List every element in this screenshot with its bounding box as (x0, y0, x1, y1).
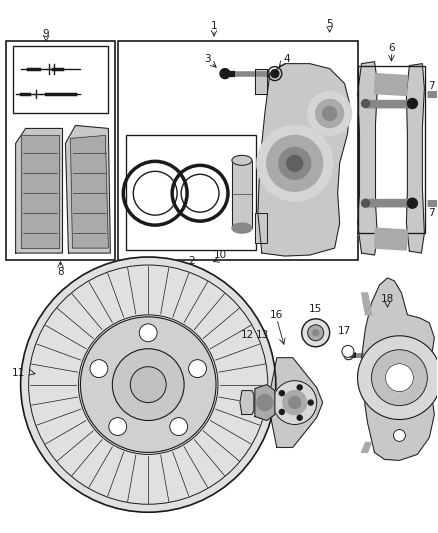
Polygon shape (357, 62, 378, 255)
Circle shape (287, 155, 303, 171)
Circle shape (112, 349, 184, 421)
Text: 7: 7 (427, 208, 434, 218)
Text: 6: 6 (388, 43, 395, 53)
Circle shape (289, 397, 301, 409)
Circle shape (109, 417, 127, 435)
Text: 15: 15 (309, 304, 322, 314)
Circle shape (279, 148, 311, 179)
Circle shape (279, 409, 284, 415)
Bar (13, 46, 108, 114)
Circle shape (297, 415, 302, 420)
Circle shape (279, 391, 284, 395)
Bar (232, 160, 252, 228)
Text: 13: 13 (256, 330, 269, 340)
Text: 16: 16 (270, 310, 283, 320)
Text: 7: 7 (427, 80, 434, 91)
Ellipse shape (232, 155, 252, 165)
Circle shape (267, 135, 323, 191)
Bar (232, 160, 252, 228)
Circle shape (308, 400, 313, 405)
Circle shape (308, 325, 324, 341)
Circle shape (302, 319, 330, 347)
Text: 10: 10 (213, 250, 226, 260)
Circle shape (90, 360, 108, 377)
Text: 17: 17 (338, 326, 351, 336)
Circle shape (170, 417, 187, 435)
Bar (118, 41, 357, 260)
Bar (6, 41, 115, 260)
Polygon shape (406, 63, 424, 253)
Polygon shape (255, 385, 275, 421)
Bar (255, 213, 267, 243)
Circle shape (188, 360, 206, 377)
Polygon shape (240, 391, 254, 415)
Polygon shape (71, 135, 108, 248)
Polygon shape (66, 125, 110, 253)
Circle shape (139, 324, 157, 342)
Text: 5: 5 (326, 19, 333, 29)
Polygon shape (361, 442, 371, 453)
Circle shape (283, 391, 307, 415)
Bar (357, 66, 425, 233)
Text: 12: 12 (241, 330, 254, 340)
Text: 1: 1 (211, 21, 217, 31)
Polygon shape (21, 135, 59, 248)
Circle shape (393, 430, 406, 441)
Text: 11: 11 (12, 368, 25, 378)
Polygon shape (258, 63, 350, 256)
Circle shape (297, 385, 302, 390)
Circle shape (361, 199, 370, 207)
Circle shape (81, 317, 216, 453)
Circle shape (323, 107, 337, 120)
Circle shape (271, 70, 279, 78)
Polygon shape (361, 278, 434, 461)
Circle shape (308, 92, 352, 135)
Bar (255, 69, 267, 94)
Circle shape (357, 336, 438, 419)
Text: 3: 3 (204, 54, 210, 63)
Circle shape (220, 69, 230, 78)
Circle shape (407, 198, 417, 208)
Text: 9: 9 (43, 29, 49, 39)
Circle shape (342, 345, 354, 358)
Polygon shape (374, 74, 407, 95)
Polygon shape (16, 128, 63, 253)
Bar (126, 135, 256, 250)
Text: 18: 18 (381, 294, 394, 304)
Polygon shape (374, 228, 407, 250)
Text: 2: 2 (188, 256, 194, 266)
Circle shape (316, 100, 343, 127)
Circle shape (313, 330, 319, 336)
Circle shape (407, 99, 417, 109)
Polygon shape (361, 293, 371, 315)
Text: 8: 8 (57, 267, 64, 277)
Ellipse shape (232, 223, 252, 233)
Circle shape (257, 125, 332, 201)
Text: 4: 4 (283, 54, 290, 63)
Circle shape (130, 367, 166, 402)
Polygon shape (270, 358, 323, 447)
Circle shape (21, 257, 276, 512)
Circle shape (257, 394, 273, 410)
Circle shape (385, 364, 413, 392)
Circle shape (361, 100, 370, 108)
Circle shape (371, 350, 427, 406)
Circle shape (273, 381, 317, 424)
